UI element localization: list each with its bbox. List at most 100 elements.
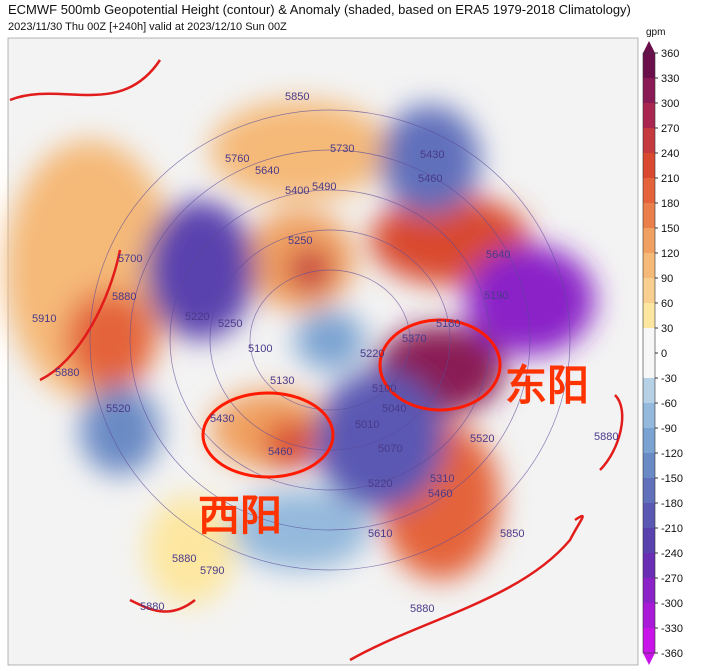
colorbar-segment bbox=[643, 78, 655, 103]
colorbar: gpm 3603303002702402101801501209060300-3… bbox=[642, 27, 683, 665]
west-ellipse bbox=[201, 391, 335, 479]
east-annotation: 东阳 bbox=[505, 362, 589, 409]
colorbar-segment bbox=[643, 53, 655, 78]
contour-label: 5250 bbox=[288, 235, 312, 247]
colorbar-tick-label: 360 bbox=[661, 48, 679, 60]
colorbar-tick-label: -60 bbox=[661, 398, 677, 410]
contour-label: 5040 bbox=[382, 403, 406, 415]
title: ECMWF 500mb Geopotential Height (contour… bbox=[8, 2, 631, 17]
colorbar-tick-label: -270 bbox=[661, 573, 683, 585]
colorbar-segment bbox=[643, 528, 655, 553]
colorbar-segment bbox=[643, 103, 655, 128]
colorbar-tick-label: -120 bbox=[661, 448, 683, 460]
contour-label: 5760 bbox=[225, 153, 249, 165]
contour-label: 5190 bbox=[484, 290, 508, 302]
colorbar-segment bbox=[643, 278, 655, 303]
contour-label: 5460 bbox=[418, 173, 442, 185]
colorbar-tick-label: -180 bbox=[661, 498, 683, 510]
colorbar-unit: gpm bbox=[646, 27, 665, 38]
subtitle: 2023/11/30 Thu 00Z [+240h] valid at 2023… bbox=[8, 21, 287, 33]
contour-label: 5520 bbox=[106, 403, 130, 415]
contour-label: 5850 bbox=[285, 91, 309, 103]
contour-label: 5520 bbox=[470, 433, 494, 445]
colorbar-segment bbox=[643, 403, 655, 428]
colorbar-tick-label: 240 bbox=[661, 148, 679, 160]
contour-label: 5250 bbox=[218, 318, 242, 330]
colorbar-bottom-arrow bbox=[643, 653, 655, 665]
colorbar-tick-label: -300 bbox=[661, 598, 683, 610]
colorbar-tick-label: 60 bbox=[661, 298, 673, 310]
contour-label: 5370 bbox=[402, 333, 426, 345]
contour-label: 5010 bbox=[355, 419, 379, 431]
contour-label: 5640 bbox=[255, 165, 279, 177]
colorbar-tick-label: 180 bbox=[661, 198, 679, 210]
colorbar-tick-label: -210 bbox=[661, 523, 683, 535]
contour-label: 5130 bbox=[270, 375, 294, 387]
colorbar-segment bbox=[643, 328, 655, 353]
colorbar-segment bbox=[643, 578, 655, 603]
contour-label: 5220 bbox=[368, 478, 392, 490]
contour-label: 5880 bbox=[172, 553, 196, 565]
colorbar-segment bbox=[643, 478, 655, 503]
5880-line bbox=[9, 59, 624, 662]
contour-label: 5880 bbox=[140, 601, 164, 613]
colorbar-tick-label: 330 bbox=[661, 73, 679, 85]
contour-label: 5220 bbox=[185, 311, 209, 323]
colorbar-tick-label: 210 bbox=[661, 173, 679, 185]
colorbar-tick-label: 0 bbox=[661, 348, 667, 360]
east-ellipse bbox=[378, 318, 502, 412]
colorbar-segment bbox=[643, 178, 655, 203]
contour-label: 5910 bbox=[32, 313, 56, 325]
contour-label: 5880 bbox=[410, 603, 434, 615]
colorbar-segment bbox=[643, 603, 655, 628]
contour-label: 5640 bbox=[486, 249, 510, 261]
colorbar-segment bbox=[643, 153, 655, 178]
colorbar-segment bbox=[643, 628, 655, 653]
colorbar-segment bbox=[643, 503, 655, 528]
contour-label: 5180 bbox=[436, 318, 460, 330]
colorbar-tick-label: 270 bbox=[661, 123, 679, 135]
contour-label: 5610 bbox=[368, 528, 392, 540]
colorbar-tick-label: -330 bbox=[661, 623, 683, 635]
contour-label: 5880 bbox=[112, 291, 136, 303]
colorbar-segment bbox=[643, 128, 655, 153]
colorbar-segment bbox=[643, 228, 655, 253]
contour-label: 5310 bbox=[430, 473, 454, 485]
contour-label: 5430 bbox=[210, 413, 234, 425]
colorbar-segment bbox=[643, 428, 655, 453]
contour-label: 5430 bbox=[420, 149, 444, 161]
colorbar-tick-label: -150 bbox=[661, 473, 683, 485]
contour-label: 5100 bbox=[248, 343, 272, 355]
colorbar-top-arrow bbox=[643, 41, 655, 53]
colorbar-tick-label: -30 bbox=[661, 373, 677, 385]
colorbar-tick-label: -240 bbox=[661, 548, 683, 560]
contour-label: 5490 bbox=[312, 181, 336, 193]
colorbar-tick-label: 300 bbox=[661, 98, 679, 110]
west-annotation: 西阳 bbox=[198, 492, 282, 539]
contour-label: 5100 bbox=[372, 383, 396, 395]
colorbar-segment bbox=[643, 378, 655, 403]
anomaly-shading bbox=[5, 100, 595, 605]
contour-label: 5460 bbox=[428, 488, 452, 500]
colorbar-tick-label: -90 bbox=[661, 423, 677, 435]
colorbar-segment bbox=[643, 553, 655, 578]
contour-label: 5880 bbox=[594, 431, 618, 443]
colorbar-tick-label: -360 bbox=[661, 648, 683, 660]
colorbar-segment bbox=[643, 453, 655, 478]
contour-label: 5220 bbox=[360, 348, 384, 360]
contour-label: 5070 bbox=[378, 443, 402, 455]
contour-label: 5460 bbox=[268, 446, 292, 458]
colorbar-segment bbox=[643, 253, 655, 278]
contour-label: 5400 bbox=[285, 185, 309, 197]
colorbar-segment bbox=[643, 353, 655, 378]
contour-label: 5880 bbox=[55, 367, 79, 379]
contour-label: 5730 bbox=[330, 143, 354, 155]
contour-label: 5700 bbox=[118, 253, 142, 265]
height-contours bbox=[89, 109, 571, 571]
contour-label: 5790 bbox=[200, 565, 224, 577]
colorbar-tick-label: 90 bbox=[661, 273, 673, 285]
colorbar-tick-label: 120 bbox=[661, 248, 679, 260]
colorbar-segment bbox=[643, 203, 655, 228]
colorbar-tick-label: 30 bbox=[661, 323, 673, 335]
